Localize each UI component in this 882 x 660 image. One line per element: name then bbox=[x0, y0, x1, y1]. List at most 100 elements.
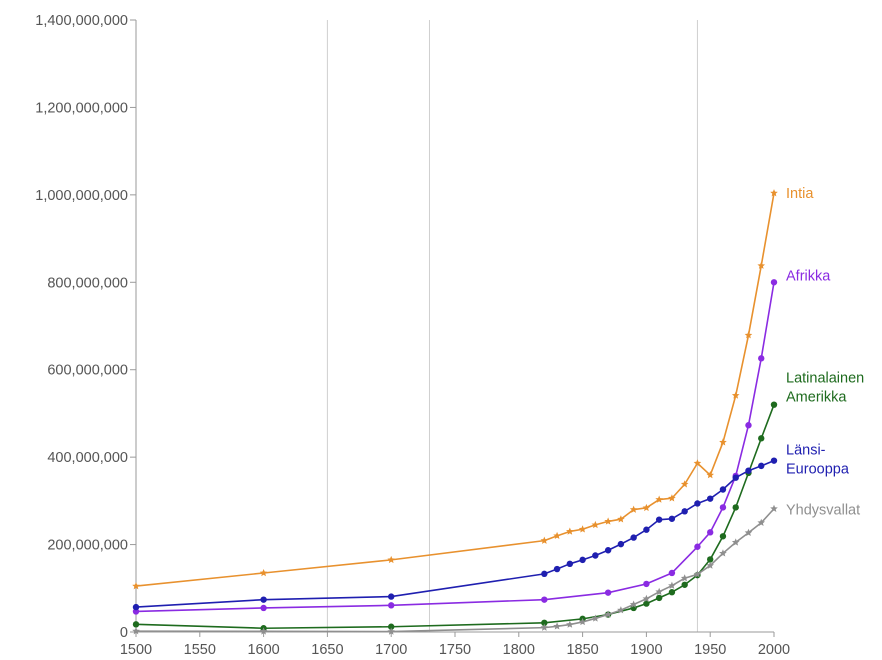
y-axis-ticks: 0 200,000,000 400,000,000 600,000,000 800,00… bbox=[35, 13, 136, 641]
data-point-yhdysvallat-1910 bbox=[655, 587, 663, 596]
data-point-intia-1860 bbox=[591, 520, 600, 529]
data-point-l-nsi-eurooppa-1890 bbox=[630, 534, 637, 541]
data-point-yhdysvallat-1950 bbox=[706, 561, 714, 569]
data-point-latinalainen-amerikka-1920 bbox=[668, 589, 676, 596]
data-point-l-nsi-eurooppa-1500 bbox=[132, 603, 140, 611]
y-tick-label: 800,000,000 bbox=[47, 275, 128, 291]
series-line-intia bbox=[135, 192, 775, 587]
data-point-intia-1890 bbox=[629, 505, 638, 513]
x-tick-label: 2000 bbox=[758, 642, 790, 658]
series-latinalainen-amerikka bbox=[132, 401, 778, 632]
data-point-l-nsi-eurooppa-1950 bbox=[707, 495, 714, 502]
data-point-yhdysvallat-1900 bbox=[642, 594, 651, 603]
data-point-intia-1920 bbox=[668, 494, 676, 502]
data-point-intia-1990 bbox=[757, 261, 766, 269]
data-point-l-nsi-eurooppa-1880 bbox=[617, 540, 625, 548]
data-point-latinalainen-amerikka-1950 bbox=[707, 556, 714, 563]
series-line-yhdysvallat bbox=[135, 508, 775, 633]
data-point-intia-1820 bbox=[540, 536, 549, 544]
data-point-yhdysvallat-1980 bbox=[744, 528, 753, 536]
data-point-intia-1910 bbox=[655, 495, 663, 503]
series-label-yhdysvallat: Yhdysvallat bbox=[786, 503, 860, 519]
data-point-intia-1840 bbox=[566, 527, 574, 535]
data-point-latinalainen-amerikka-1960 bbox=[719, 533, 727, 540]
data-point-l-nsi-eurooppa-1960 bbox=[719, 486, 727, 493]
series-l-nsi-eurooppa bbox=[132, 457, 778, 611]
data-point-intia-1950 bbox=[706, 471, 714, 479]
data-point-afrikka-1940 bbox=[694, 543, 701, 550]
data-point-afrikka-1920 bbox=[668, 569, 676, 577]
reference-lines bbox=[326, 20, 698, 632]
series-line-l-nsi-eurooppa bbox=[135, 459, 775, 608]
data-point-latinalainen-amerikka-2000 bbox=[770, 401, 778, 408]
data-point-latinalainen-amerikka-1820 bbox=[541, 619, 548, 627]
x-tick-label: 1950 bbox=[694, 642, 726, 658]
data-point-intia-1600 bbox=[259, 568, 268, 577]
axes bbox=[135, 20, 774, 633]
data-point-latinalainen-amerikka-1900 bbox=[643, 600, 650, 607]
x-tick-label: 1800 bbox=[503, 642, 535, 658]
data-point-yhdysvallat-1840 bbox=[566, 620, 574, 628]
data-point-afrikka-1960 bbox=[719, 504, 727, 511]
data-point-yhdysvallat-1600 bbox=[259, 627, 268, 635]
data-point-intia-1930 bbox=[680, 480, 689, 488]
data-point-l-nsi-eurooppa-1820 bbox=[541, 570, 548, 578]
data-point-yhdysvallat-1860 bbox=[591, 614, 600, 622]
data-point-l-nsi-eurooppa-1870 bbox=[604, 547, 612, 554]
data-point-latinalainen-amerikka-1910 bbox=[655, 594, 663, 602]
data-point-latinalainen-amerikka-1970 bbox=[732, 504, 739, 511]
series-layer bbox=[132, 189, 778, 635]
data-point-l-nsi-eurooppa-1840 bbox=[566, 560, 574, 568]
data-point-intia-1830 bbox=[553, 531, 561, 540]
data-point-intia-1850 bbox=[578, 525, 587, 533]
series-yhdysvallat bbox=[132, 504, 778, 635]
series-intia bbox=[132, 189, 778, 590]
series-label-intia: Intia bbox=[786, 186, 814, 202]
data-point-yhdysvallat-1960 bbox=[719, 549, 727, 557]
data-point-afrikka-1950 bbox=[707, 529, 714, 536]
data-point-latinalainen-amerikka-1700 bbox=[388, 623, 395, 630]
x-tick-label: 1600 bbox=[247, 642, 279, 658]
data-point-l-nsi-eurooppa-1990 bbox=[758, 462, 765, 470]
y-tick-label: 1,400,000,000 bbox=[35, 13, 128, 29]
y-tick-label: 200,000,000 bbox=[47, 538, 128, 554]
data-point-l-nsi-eurooppa-1860 bbox=[592, 552, 599, 559]
series-line-afrikka bbox=[135, 282, 775, 613]
series-label-latinalainen-amerikka: Latinalainen Amerikka bbox=[786, 371, 864, 406]
data-point-latinalainen-amerikka-1930 bbox=[681, 581, 688, 588]
data-point-intia-1960 bbox=[719, 438, 727, 446]
x-tick-label: 1500 bbox=[120, 642, 152, 658]
data-point-l-nsi-eurooppa-1940 bbox=[694, 500, 701, 507]
data-point-yhdysvallat-1970 bbox=[731, 538, 740, 546]
data-point-yhdysvallat-1500 bbox=[132, 627, 140, 635]
x-tick-label: 1650 bbox=[311, 642, 343, 658]
data-point-afrikka-2000 bbox=[770, 279, 778, 286]
data-point-yhdysvallat-1700 bbox=[387, 627, 395, 635]
data-point-yhdysvallat-1890 bbox=[629, 600, 638, 608]
x-tick-label: 1750 bbox=[439, 642, 471, 658]
data-point-yhdysvallat-1990 bbox=[757, 518, 766, 526]
data-point-intia-1940 bbox=[693, 459, 702, 467]
data-point-intia-1880 bbox=[617, 515, 625, 523]
data-point-l-nsi-eurooppa-1700 bbox=[388, 593, 395, 600]
data-point-intia-1500 bbox=[132, 582, 140, 590]
data-point-yhdysvallat-1940 bbox=[693, 570, 702, 578]
data-point-yhdysvallat-1930 bbox=[680, 574, 689, 582]
data-point-l-nsi-eurooppa-2000 bbox=[770, 457, 778, 464]
series-afrikka bbox=[132, 279, 778, 615]
data-point-l-nsi-eurooppa-1600 bbox=[260, 596, 267, 603]
data-point-yhdysvallat-1880 bbox=[617, 606, 625, 614]
data-point-l-nsi-eurooppa-1900 bbox=[643, 526, 650, 533]
data-point-afrikka-1870 bbox=[604, 589, 612, 596]
data-point-afrikka-1700 bbox=[388, 602, 395, 609]
data-point-yhdysvallat-1820 bbox=[540, 623, 549, 631]
y-tick-label: 1,000,000,000 bbox=[35, 188, 128, 204]
data-point-afrikka-1980 bbox=[745, 422, 752, 429]
x-tick-label: 1550 bbox=[184, 642, 216, 658]
series-label-l-nsi-eurooppa: Länsi-Eurooppa bbox=[786, 443, 850, 478]
data-point-l-nsi-eurooppa-1850 bbox=[579, 556, 586, 564]
data-point-yhdysvallat-1870 bbox=[604, 610, 612, 618]
data-point-intia-1900 bbox=[642, 503, 651, 512]
data-point-intia-1700 bbox=[387, 555, 395, 564]
